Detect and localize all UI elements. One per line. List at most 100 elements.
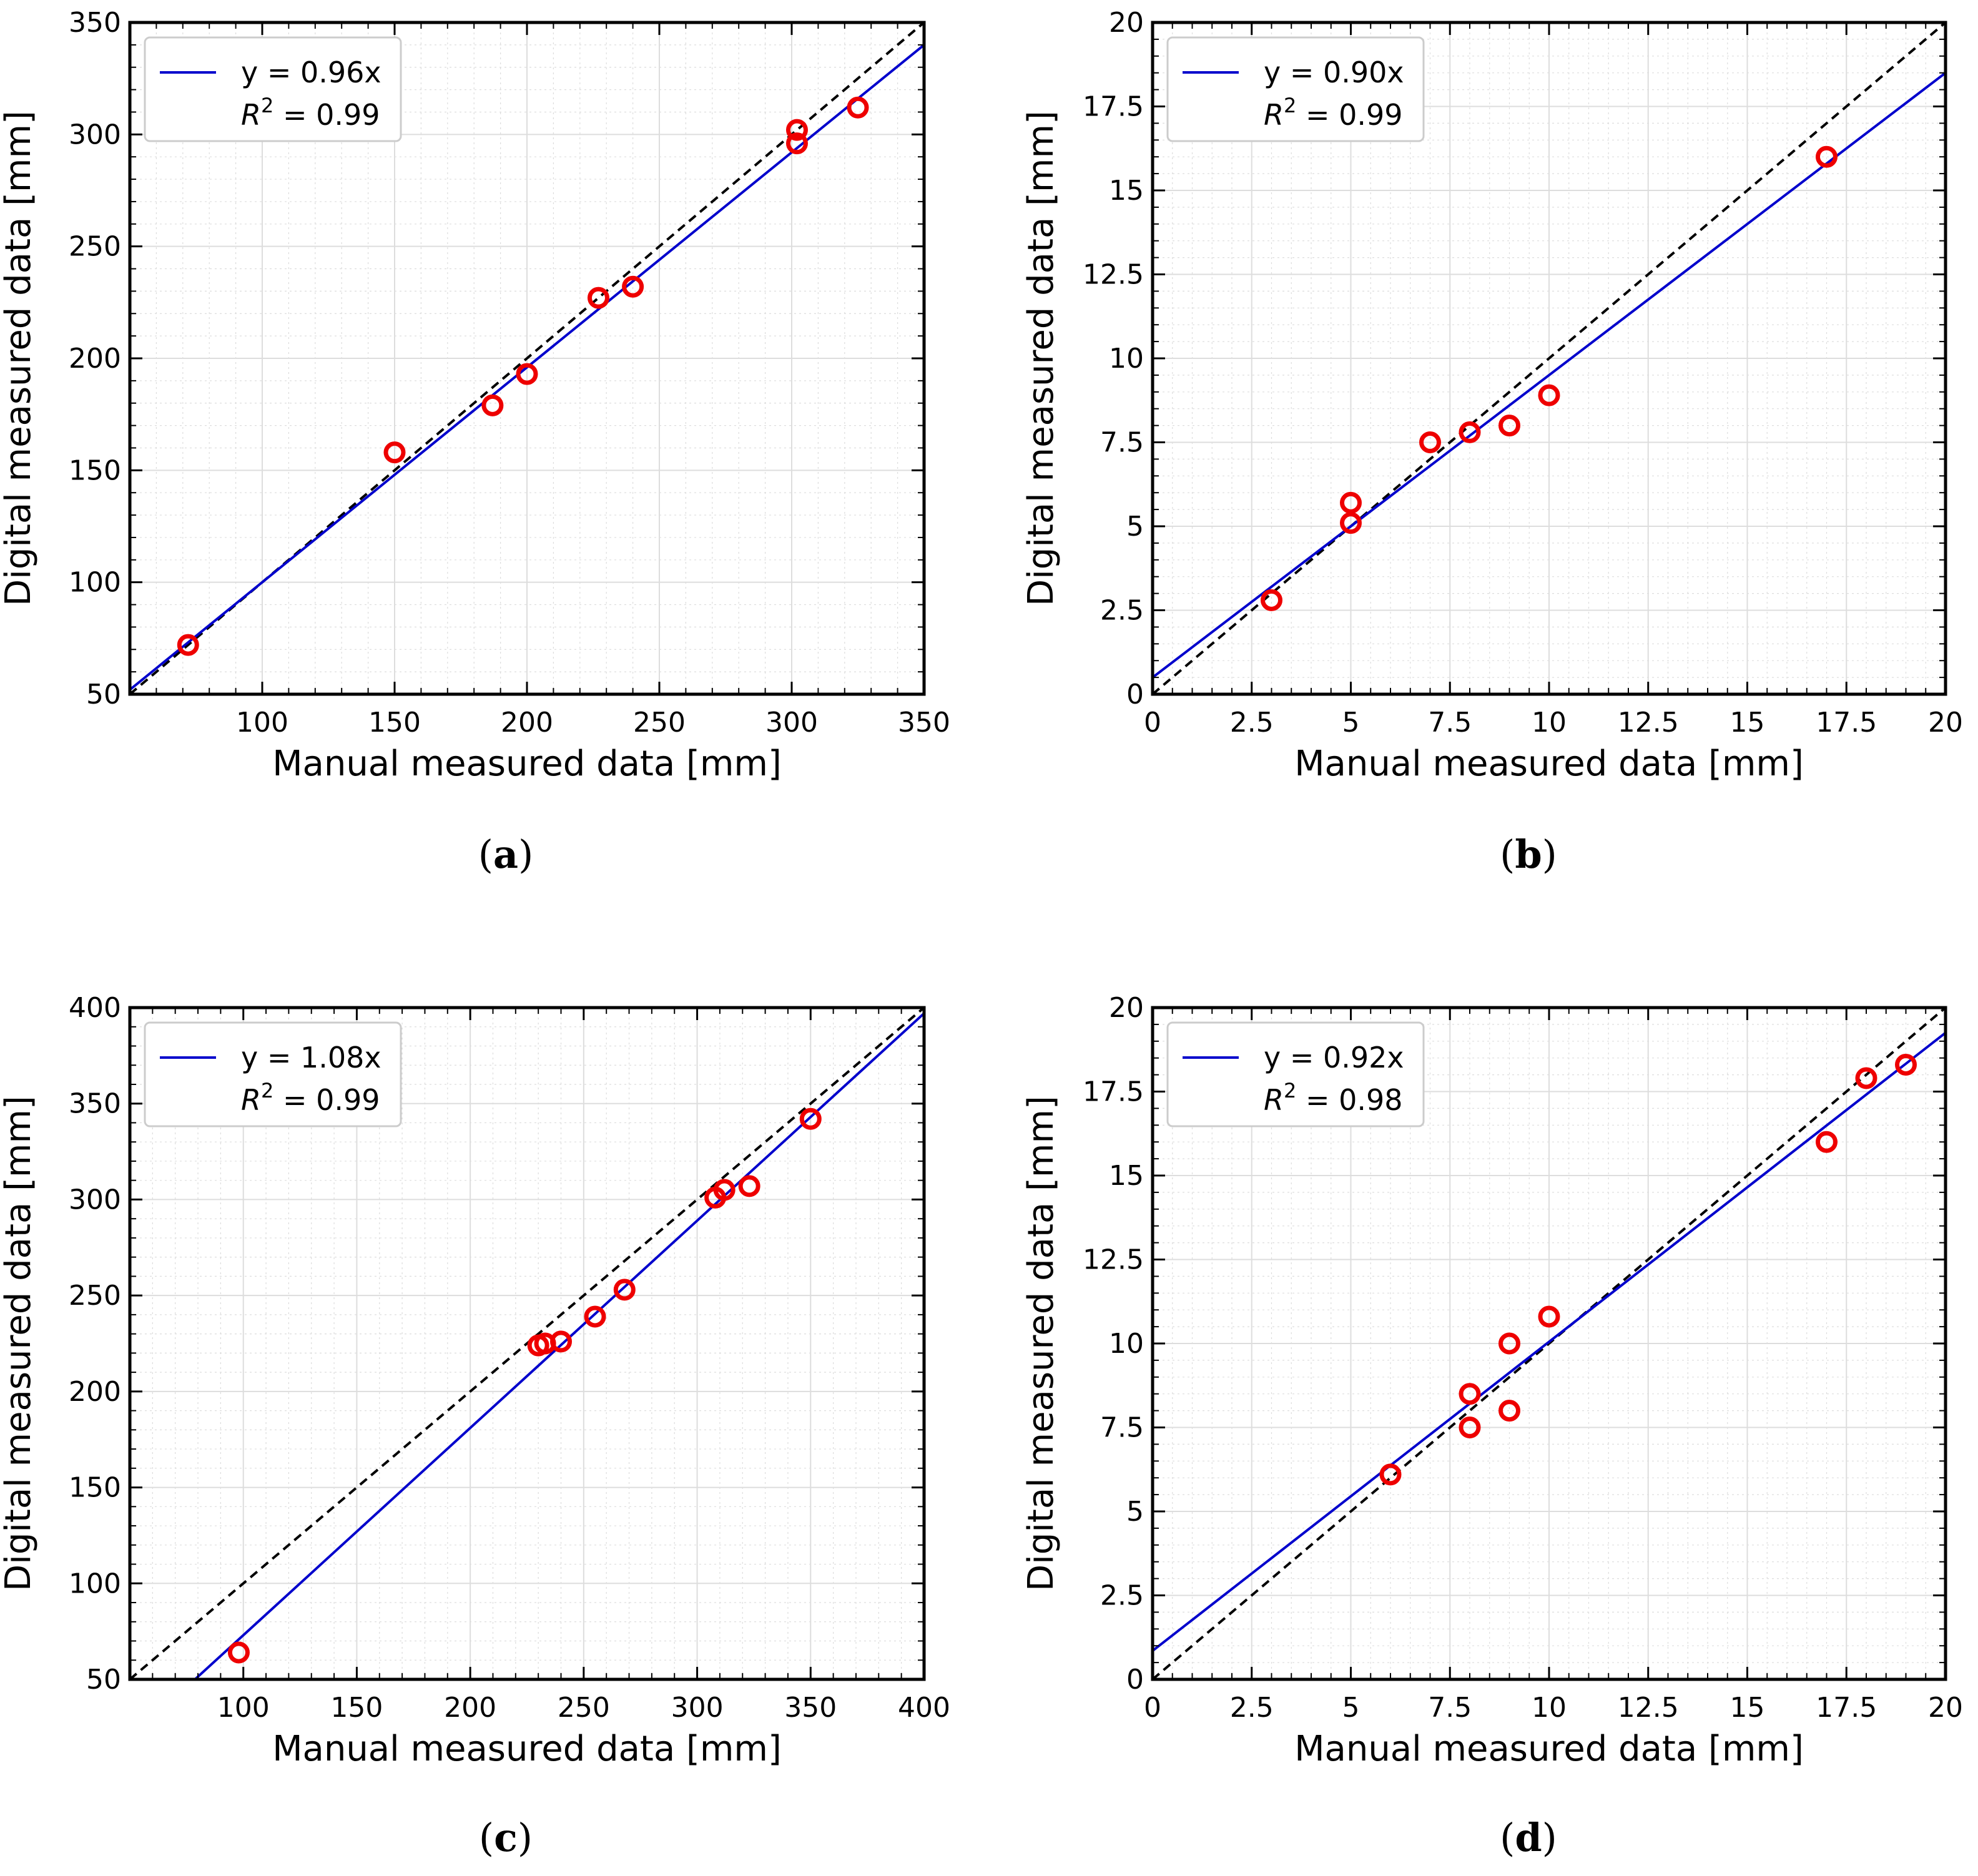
legend-r2-value: = 0.98 [1296, 1083, 1402, 1117]
x-tick-label: 300 [765, 707, 818, 739]
data-point [227, 1641, 250, 1664]
y-axis-label: Digital measured data [mm] [0, 110, 39, 606]
y-axis-label: Digital measured data [mm] [0, 1096, 39, 1591]
legend-fit-label: y = 1.08x [241, 1041, 381, 1074]
y-tick-label: 0 [1126, 679, 1144, 710]
x-tick-label: 10 [1532, 1692, 1567, 1724]
chart-panel-c: 100 150 200 250 300 350 400 50 100 150 200 250 300 35… [0, 992, 950, 1769]
ticks: 0 2.5 5 7.5 10 12.5 15 17.5 20 0 2.5 5 7.5 10 12.5 15 17… [1083, 7, 1963, 739]
points [227, 1107, 822, 1664]
caption-b: (b) [1500, 832, 1557, 877]
data-point [1538, 1305, 1560, 1328]
x-tick-label: 7.5 [1428, 1692, 1472, 1724]
x-axis-label: Manual measured data [mm] [1294, 744, 1804, 784]
data-point [1459, 1417, 1481, 1438]
legend-r2-symbol: R [1264, 98, 1284, 132]
data-point [785, 119, 808, 141]
x-axis-label: Manual measured data [mm] [1294, 1729, 1804, 1769]
y-tick-label: 150 [69, 1472, 121, 1504]
x-tick-label: 12.5 [1618, 1692, 1679, 1724]
legend-r2-value: = 0.99 [273, 98, 380, 132]
data-point [713, 1179, 736, 1201]
axes-frame [128, 1006, 926, 1681]
x-tick-label: 150 [368, 707, 421, 739]
y-tick-label: 250 [69, 1280, 121, 1312]
legend-r2-sup: 2 [1284, 94, 1296, 117]
x-tick-label: 300 [671, 1692, 724, 1724]
identity-line [130, 1008, 924, 1679]
x-tick-label: 20 [1928, 707, 1963, 739]
lines [1153, 22, 1946, 694]
data-point [1498, 1332, 1520, 1355]
y-tick-label: 20 [1109, 7, 1144, 39]
fit-line [193, 1012, 924, 1679]
legend-r2-symbol: R [241, 1083, 261, 1117]
lines [1153, 1008, 1946, 1679]
data-point [383, 441, 406, 464]
legend-box [144, 1021, 402, 1127]
data-point [1498, 1400, 1520, 1422]
x-tick-label: 0 [1144, 1692, 1161, 1724]
grid [1153, 22, 1946, 694]
y-tick-label: 17.5 [1083, 1076, 1144, 1108]
legend-r2-value: = 0.99 [1296, 98, 1402, 132]
legend-r2-sup: 2 [261, 94, 273, 117]
data-point [1379, 1463, 1402, 1486]
y-tick-label: 200 [69, 1376, 121, 1408]
data-point [584, 1305, 606, 1328]
legend-r2-label: R2 = 0.99 [241, 1079, 380, 1117]
y-tick-label: 12.5 [1083, 1244, 1144, 1276]
points [1261, 145, 1838, 611]
points [177, 96, 869, 656]
x-tick-label: 7.5 [1428, 707, 1472, 739]
data-point [550, 1330, 573, 1353]
caption-c: (c) [479, 1815, 533, 1860]
legend-r2-sup: 2 [261, 1079, 273, 1103]
ticks: 100 150 200 250 300 350 50 100 150 200 250 300 350 [69, 7, 950, 739]
identity-line [1153, 22, 1946, 694]
x-tick-label: 12.5 [1618, 707, 1679, 739]
data-point [481, 394, 504, 416]
y-axis-label: Digital measured data [mm] [1021, 1096, 1061, 1591]
x-tick-label: 100 [236, 707, 288, 739]
y-tick-label: 5 [1126, 511, 1144, 543]
data-point [1816, 145, 1838, 168]
data-point [587, 287, 609, 309]
y-tick-label: 100 [69, 567, 121, 599]
data-point [1340, 512, 1362, 534]
y-tick-label: 2.5 [1100, 1580, 1144, 1612]
y-tick-label: 10 [1109, 343, 1144, 375]
legend-box [1166, 36, 1425, 142]
data-point [613, 1279, 636, 1301]
y-tick-label: 250 [69, 231, 121, 263]
x-axis-label: Manual measured data [mm] [272, 1729, 782, 1769]
legend: y = 0.96x R2 = 0.99 [144, 36, 402, 142]
legend-r2-symbol: R [241, 98, 261, 132]
y-tick-label: 17.5 [1083, 91, 1144, 123]
ticks: 100 150 200 250 300 350 400 50 100 150 200 250 300 35… [69, 992, 950, 1724]
legend-box [144, 36, 402, 142]
x-tick-label: 250 [633, 707, 686, 739]
x-tick-label: 17.5 [1816, 707, 1877, 739]
x-tick-label: 15 [1730, 1692, 1765, 1724]
data-point [1419, 431, 1441, 453]
x-tick-label: 2.5 [1230, 1692, 1274, 1724]
data-point [622, 275, 644, 298]
data-point [1895, 1053, 1917, 1076]
caption-a: (a) [478, 832, 534, 877]
points [1379, 1053, 1917, 1486]
chart-panel-a: 100 150 200 250 300 350 50 100 150 200 250 300 350 Ma… [0, 7, 950, 784]
data-point [177, 634, 199, 656]
lines [130, 1008, 924, 1679]
data-point [1261, 589, 1282, 611]
y-tick-label: 100 [69, 1568, 121, 1599]
y-tick-label: 15 [1109, 1160, 1144, 1192]
x-tick-label: 400 [898, 1692, 950, 1724]
y-tick-label: 350 [69, 7, 121, 39]
y-tick-label: 300 [69, 1184, 121, 1215]
x-tick-label: 100 [217, 1692, 270, 1724]
data-point [799, 1107, 822, 1130]
legend-r2-sup: 2 [1284, 1079, 1296, 1103]
y-tick-label: 20 [1109, 992, 1144, 1024]
y-tick-label: 7.5 [1100, 427, 1144, 459]
